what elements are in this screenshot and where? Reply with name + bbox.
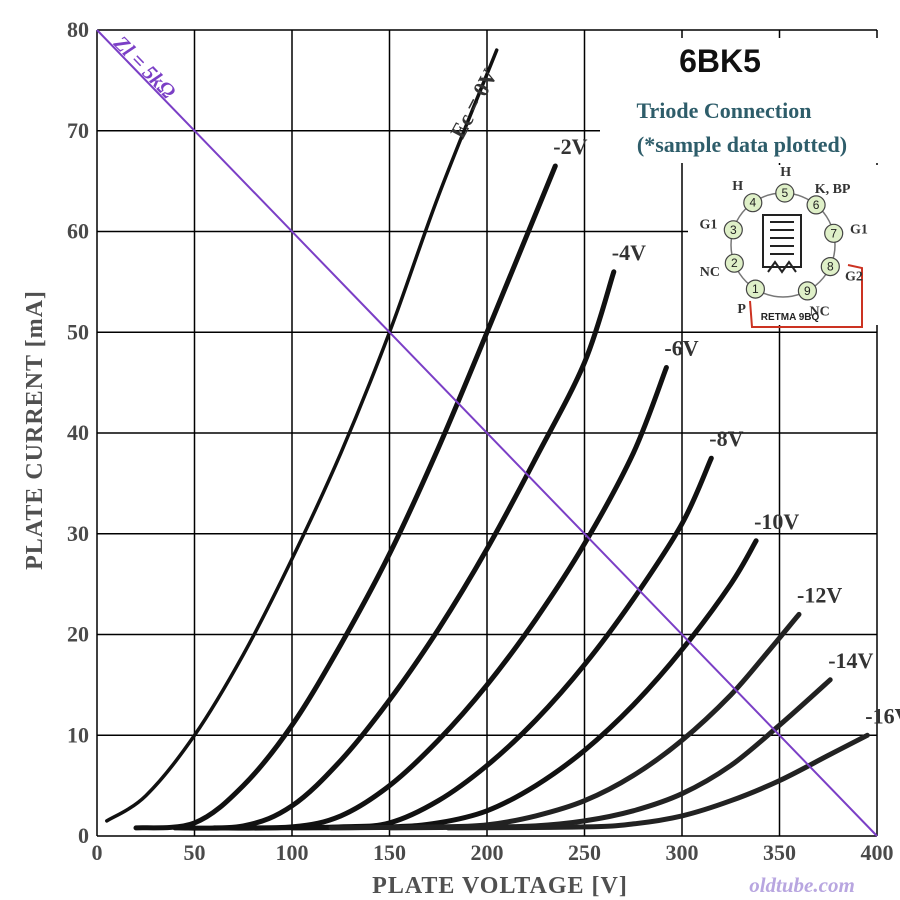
curve-minus-2V [133,163,558,831]
curve-minus-6V [211,365,669,831]
pin-9 [797,281,818,301]
title-backdrop [600,38,880,163]
pin-label: K, BP [815,182,851,197]
x-tick-label: 250 [568,840,601,865]
tube-title: 6BK5 [679,43,761,79]
load-line-label: Zl = 5kΩ [109,30,181,104]
load-line [96,29,878,837]
x-tick-label: 350 [763,840,796,865]
x-tick-label: 0 [92,840,103,865]
pin-label: NC [700,265,720,280]
base-name: RETMA 9BQ [761,312,820,323]
y-tick-label: 40 [67,420,89,445]
x-tick-label: 300 [666,840,699,865]
curve-minus-10V [289,538,759,831]
pin-8 [820,257,840,277]
pin-number: 7 [830,226,837,240]
tick-labels: 0 50 100 150 200 250 300 350 400 0 10 20 30 40 50 60 70 8… [67,17,894,865]
curve-label: -10V [754,509,799,534]
x-tick-label: 150 [373,840,406,865]
pin-2 [724,253,744,273]
curve-label: -12V [797,582,842,607]
strap-wire [749,264,863,328]
pin-number: 8 [827,260,834,274]
pin-6 [806,195,826,215]
y-tick-label: 70 [67,118,89,143]
pin-number: 6 [813,198,820,212]
pin-label: G2 [845,270,863,285]
x-axis-title: PLATE VOLTAGE [V] [372,873,628,899]
pin-number: 4 [749,196,756,210]
pin-label: H [780,165,791,180]
curve-minus-14V [387,677,833,831]
curve-label: -14V [828,648,873,673]
y-tick-label: 30 [67,521,89,546]
x-tick-label: 100 [276,840,309,865]
pin-5 [775,183,795,203]
pin-4 [743,193,763,213]
credit-text: oldtube.com [749,873,855,897]
y-tick-label: 20 [67,622,89,647]
pin-label: NC [809,304,829,319]
curve-minus-12V [328,611,802,831]
x-tick-label: 50 [184,840,206,865]
y-tick-label: 10 [67,722,89,747]
y-tick-label: 60 [67,219,89,244]
y-axis-title: PLATE CURRENT [mA] [22,290,48,570]
pin-label: G1 [850,222,868,237]
y-tick-label: 50 [67,319,89,344]
pin-number: 2 [731,256,738,270]
y-tick-label: 0 [78,823,89,848]
heater-icon [767,260,797,274]
curve-label: -2V [553,134,587,159]
pin-label: P [737,302,746,317]
curve-label: -6V [664,336,698,361]
grid-wires-icon [770,221,794,255]
curve-label: -16V [865,703,900,728]
pin-1 [745,279,766,299]
curve-minus-16V [445,732,870,831]
plate-icon [762,214,802,268]
pin-3 [723,220,743,240]
curve-0v [105,48,499,823]
pin-number: 5 [781,186,788,200]
pin-number: 9 [804,284,811,298]
pin-number: 3 [730,223,737,237]
curve-label: -4V [612,240,646,265]
y-tick-label: 80 [67,17,89,42]
pin-number: 1 [752,282,759,296]
x-tick-label: 200 [471,840,504,865]
pin-7 [824,223,844,243]
subtitle-line-2: (*sample data plotted) [637,132,847,157]
pin-label: G1 [699,217,717,232]
pin-label: H [732,179,743,194]
curve-minus-4V [172,269,617,831]
curve-label: -8V [709,426,743,451]
x-tick-label: 400 [861,840,894,865]
subtitle-line-1: Triode Connection [637,98,812,123]
